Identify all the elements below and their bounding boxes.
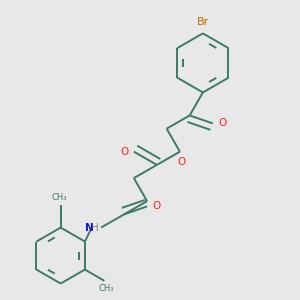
Text: O: O (218, 118, 226, 128)
Text: O: O (177, 157, 186, 167)
Text: H: H (91, 223, 99, 232)
Text: O: O (120, 147, 128, 157)
Text: CH₃: CH₃ (51, 193, 67, 202)
Text: Br: Br (197, 16, 209, 26)
Text: CH₃: CH₃ (98, 284, 114, 293)
Text: N: N (85, 223, 93, 232)
Text: O: O (153, 201, 161, 212)
